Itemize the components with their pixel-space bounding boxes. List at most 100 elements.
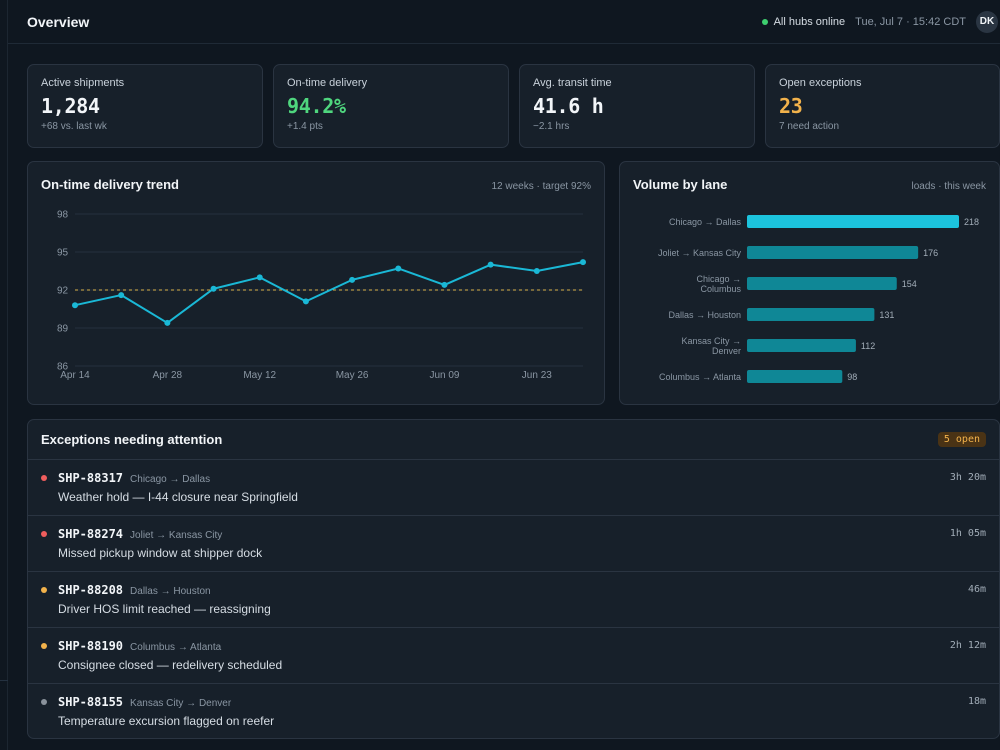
y-tick-label: 92 — [57, 286, 69, 297]
lane-label: Chicago → Dallas — [669, 217, 742, 227]
lane-label: Joliet → Kansas City — [658, 248, 742, 258]
x-tick-label: May 12 — [243, 370, 276, 381]
severity-dot — [41, 643, 47, 649]
lane-bar — [747, 246, 919, 259]
exception-row[interactable]: SHP-88155 Kansas City → Denver Temperatu… — [28, 684, 999, 738]
kpi-card-on-time-delivery[interactable]: On-time delivery 94.2% +1.4 pts — [273, 64, 509, 148]
rail-divider — [0, 680, 8, 681]
series-line — [74, 261, 584, 324]
shipment-id[interactable]: SHP-88190 — [58, 639, 124, 653]
y-tick-label: 86 — [57, 362, 69, 373]
lane-bar — [747, 308, 875, 321]
exception-age: 46m — [967, 584, 986, 595]
app-rail — [0, 0, 8, 750]
current-datetime: Tue, Jul 7 · 15:42 CDT — [855, 15, 966, 28]
kpi-delta: −2.1 hrs — [533, 121, 570, 132]
open-count-badge: 5 open — [937, 432, 986, 447]
data-point — [210, 285, 217, 292]
lane-label: Denver — [712, 346, 741, 356]
lane-label: Kansas City → — [681, 336, 741, 346]
x-tick-label: Apr 28 — [153, 370, 183, 381]
data-point — [533, 268, 540, 274]
shipment-lane: Dallas → Houston — [130, 586, 211, 597]
bar-value-label: 154 — [902, 279, 917, 289]
lane-label: Chicago → — [696, 274, 741, 284]
y-tick-label: 98 — [57, 210, 69, 221]
kpi-label: Active shipments — [41, 77, 125, 89]
exceptions-panel: Exceptions needing attention 5 open SHP-… — [27, 419, 1000, 739]
exception-row[interactable]: SHP-88190 Columbus → Atlanta Consignee c… — [28, 628, 999, 684]
kpi-card-open-exceptions[interactable]: Open exceptions 23 7 need action — [765, 64, 1000, 148]
card-meta: 12 weeks · target 92% — [491, 181, 592, 192]
shipment-id[interactable]: SHP-88317 — [58, 471, 124, 485]
data-point — [118, 292, 125, 299]
exception-row[interactable]: SHP-88317 Chicago → Dallas Weather hold … — [28, 460, 999, 516]
kpi-label: Open exceptions — [779, 77, 862, 89]
exceptions-list: SHP-88317 Chicago → Dallas Weather hold … — [28, 460, 999, 738]
online-status-dot — [761, 18, 768, 25]
lane-bar — [747, 370, 843, 383]
card-title: Exceptions needing attention — [41, 432, 223, 447]
exception-description: Missed pickup window at shipper dock — [58, 546, 263, 560]
bar-value-label: 218 — [964, 217, 979, 227]
exception-age: 3h 20m — [949, 472, 986, 483]
shipment-id[interactable]: SHP-88208 — [58, 583, 124, 597]
data-point — [164, 319, 171, 326]
data-point — [349, 276, 356, 283]
kpi-label: On-time delivery — [287, 77, 368, 89]
lane-bar — [747, 277, 897, 290]
exception-age: 1h 05m — [949, 528, 986, 539]
user-avatar[interactable]: DK — [976, 10, 998, 33]
shipment-id[interactable]: SHP-88274 — [58, 527, 124, 541]
exception-description: Temperature excursion flagged on reefer — [58, 714, 275, 728]
data-point — [302, 298, 309, 305]
lane-bar — [747, 339, 856, 352]
exception-description: Weather hold — I-44 closure near Springf… — [58, 490, 298, 504]
kpi-value: 1,284 — [41, 94, 100, 118]
severity-dot — [41, 531, 47, 537]
hub-status-text: All hubs online — [773, 15, 846, 28]
exceptions-header: Exceptions needing attention 5 open — [28, 420, 999, 460]
card-title: On-time delivery trend — [41, 177, 179, 192]
y-tick-label: 89 — [57, 324, 69, 335]
lane-label: Dallas → Houston — [668, 310, 741, 320]
on-time-trend-chart: 86 89 92 95 98 Apr 14 Apr 28 May 12 May 26 Jun 09… — [57, 210, 586, 381]
shipment-lane: Chicago → Dallas — [130, 474, 211, 485]
data-point — [256, 274, 263, 281]
data-point — [487, 261, 494, 268]
page-title: Overview — [27, 13, 90, 30]
data-point — [441, 281, 448, 288]
x-tick-label: Jun 09 — [429, 370, 459, 381]
card-title: Volume by lane — [633, 177, 728, 192]
exception-description: Driver HOS limit reached — reassigning — [58, 602, 271, 616]
kpi-value: 41.6 h — [533, 94, 604, 118]
kpi-card-avg-transit-time[interactable]: Avg. transit time 41.6 h −2.1 hrs — [519, 64, 755, 148]
x-tick-label: Apr 14 — [60, 370, 90, 381]
exception-row[interactable]: SHP-88208 Dallas → Houston Driver HOS li… — [28, 572, 999, 628]
lane-label: Columbus → Atlanta — [659, 372, 741, 382]
top-bar: Overview All hubs online Tue, Jul 7 · 15… — [8, 0, 1000, 44]
shipment-id[interactable]: SHP-88155 — [58, 695, 124, 709]
kpi-value: 23 — [779, 94, 803, 118]
bar-value-label: 98 — [847, 372, 857, 382]
severity-dot — [41, 699, 47, 705]
bar-value-label: 131 — [879, 310, 894, 320]
lane-label: Columbus — [700, 284, 741, 294]
severity-dot — [41, 587, 47, 593]
kpi-value: 94.2% — [287, 94, 346, 118]
shipment-lane: Joliet → Kansas City — [130, 530, 223, 541]
bar-value-label: 176 — [923, 248, 938, 258]
kpi-delta: +68 vs. last wk — [41, 121, 107, 132]
header-status-area: All hubs online Tue, Jul 7 · 15:42 CDT D… — [761, 10, 1000, 33]
exception-age: 18m — [967, 696, 986, 707]
kpi-label: Avg. transit time — [533, 77, 612, 89]
shipment-lane: Kansas City → Denver — [130, 698, 232, 709]
data-point — [72, 302, 78, 309]
kpi-card-active-shipments[interactable]: Active shipments 1,284 +68 vs. last wk — [27, 64, 263, 148]
exception-age: 2h 12m — [949, 640, 986, 651]
data-point — [580, 259, 586, 266]
bar-value-label: 112 — [861, 341, 875, 351]
exception-row[interactable]: SHP-88274 Joliet → Kansas City Missed pi… — [28, 516, 999, 572]
card-meta: loads · this week — [911, 181, 986, 192]
x-tick-label: May 26 — [336, 370, 369, 381]
